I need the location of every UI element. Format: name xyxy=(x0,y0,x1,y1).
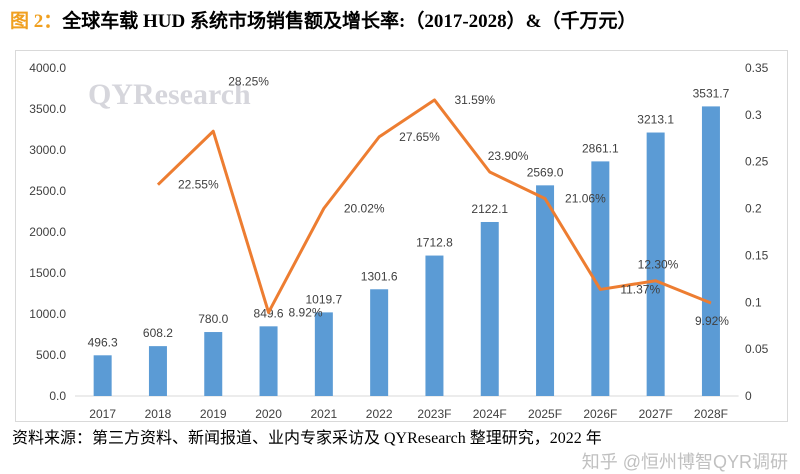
line-label: 27.65% xyxy=(399,130,440,144)
bar xyxy=(259,326,278,396)
x-axis-tick: 2025F xyxy=(528,407,562,421)
left-axis-tick: 0.0 xyxy=(49,389,66,403)
x-axis-tick: 2020 xyxy=(255,407,282,421)
right-axis-tick: 0.25 xyxy=(745,155,769,169)
bar-label: 3531.7 xyxy=(693,86,730,100)
chart-frame xyxy=(15,50,788,422)
x-axis-tick: 2027F xyxy=(639,407,673,421)
zhihu-watermark: 知乎 @恒州博智QYR调研 xyxy=(581,452,788,472)
title-text: 全球车载 HUD 系统市场销售额及增长率:（2017-2028）&（千万元） xyxy=(62,11,637,32)
bar-label: 780.0 xyxy=(198,312,228,326)
left-axis-tick: 4000.0 xyxy=(29,61,66,75)
bar xyxy=(148,346,167,396)
x-axis-tick: 2019 xyxy=(200,407,227,421)
bar-label: 608.2 xyxy=(143,326,173,340)
left-axis-tick: 2500.0 xyxy=(29,184,66,198)
bar-label: 496.3 xyxy=(88,335,118,349)
bar xyxy=(204,332,223,396)
x-axis-tick: 2026F xyxy=(583,407,617,421)
right-axis-tick: 0.1 xyxy=(745,295,762,309)
bar-label: 2569.0 xyxy=(527,165,564,179)
bar xyxy=(93,355,112,396)
x-axis-tick: 2024F xyxy=(473,407,507,421)
line-label: 21.06% xyxy=(565,192,606,206)
line-label: 11.37% xyxy=(620,282,660,296)
left-axis-tick: 3500.0 xyxy=(29,102,66,116)
line-label: 23.90% xyxy=(488,149,529,163)
bar-label: 2122.1 xyxy=(471,202,508,216)
right-axis-tick: 0 xyxy=(745,389,752,403)
line-label: 31.59% xyxy=(454,93,495,107)
x-axis-tick: 2023F xyxy=(417,407,451,421)
qyresearch-watermark: QYResearch xyxy=(88,78,251,111)
bar xyxy=(536,185,555,396)
right-axis-tick: 0.2 xyxy=(745,202,762,216)
right-axis-tick: 0.35 xyxy=(745,61,769,75)
bar xyxy=(646,132,665,396)
line-label: 12.30% xyxy=(638,258,679,272)
bar-label: 2861.1 xyxy=(582,141,619,155)
left-axis-tick: 500.0 xyxy=(36,348,66,362)
line-label: 20.02% xyxy=(344,201,385,215)
x-axis-tick: 2021 xyxy=(310,407,337,421)
bar-label: 1712.8 xyxy=(416,236,453,250)
line-label: 9.92% xyxy=(695,314,729,328)
growth-rate-line xyxy=(156,98,712,314)
right-axis-tick: 0.05 xyxy=(745,342,769,356)
bar xyxy=(370,289,389,396)
bar-label: 1301.6 xyxy=(361,269,398,283)
chart-title: 图 2：全球车载 HUD 系统市场销售额及增长率:（2017-2028）&（千万… xyxy=(10,6,636,33)
line-label: 8.92% xyxy=(289,305,323,319)
line-label: 28.25% xyxy=(228,74,269,88)
figure-label: 图 2： xyxy=(10,11,63,32)
bar xyxy=(591,161,610,396)
bar xyxy=(701,106,720,396)
x-axis-tick: 2028F xyxy=(694,407,728,421)
bar xyxy=(425,255,444,396)
x-axis-tick: 2017 xyxy=(89,407,116,421)
right-axis-tick: 0.15 xyxy=(745,248,769,262)
bar xyxy=(314,312,333,396)
right-axis-tick: 0.3 xyxy=(745,108,762,122)
left-axis-tick: 1000.0 xyxy=(29,307,66,321)
line-label: 22.55% xyxy=(178,178,219,192)
x-axis-tick: 2018 xyxy=(145,407,172,421)
bar-label: 1019.7 xyxy=(305,292,342,306)
source-note: 资料来源：第三方资料、新闻报道、业内专家采访及 QYResearch 整理研究，… xyxy=(12,430,602,447)
x-axis-tick: 2022 xyxy=(366,407,393,421)
left-axis-tick: 2000.0 xyxy=(29,225,66,239)
left-axis-tick: 3000.0 xyxy=(29,143,66,157)
left-axis-tick: 1500.0 xyxy=(29,266,66,280)
bar-label: 3213.1 xyxy=(637,113,674,127)
bar xyxy=(480,221,499,396)
